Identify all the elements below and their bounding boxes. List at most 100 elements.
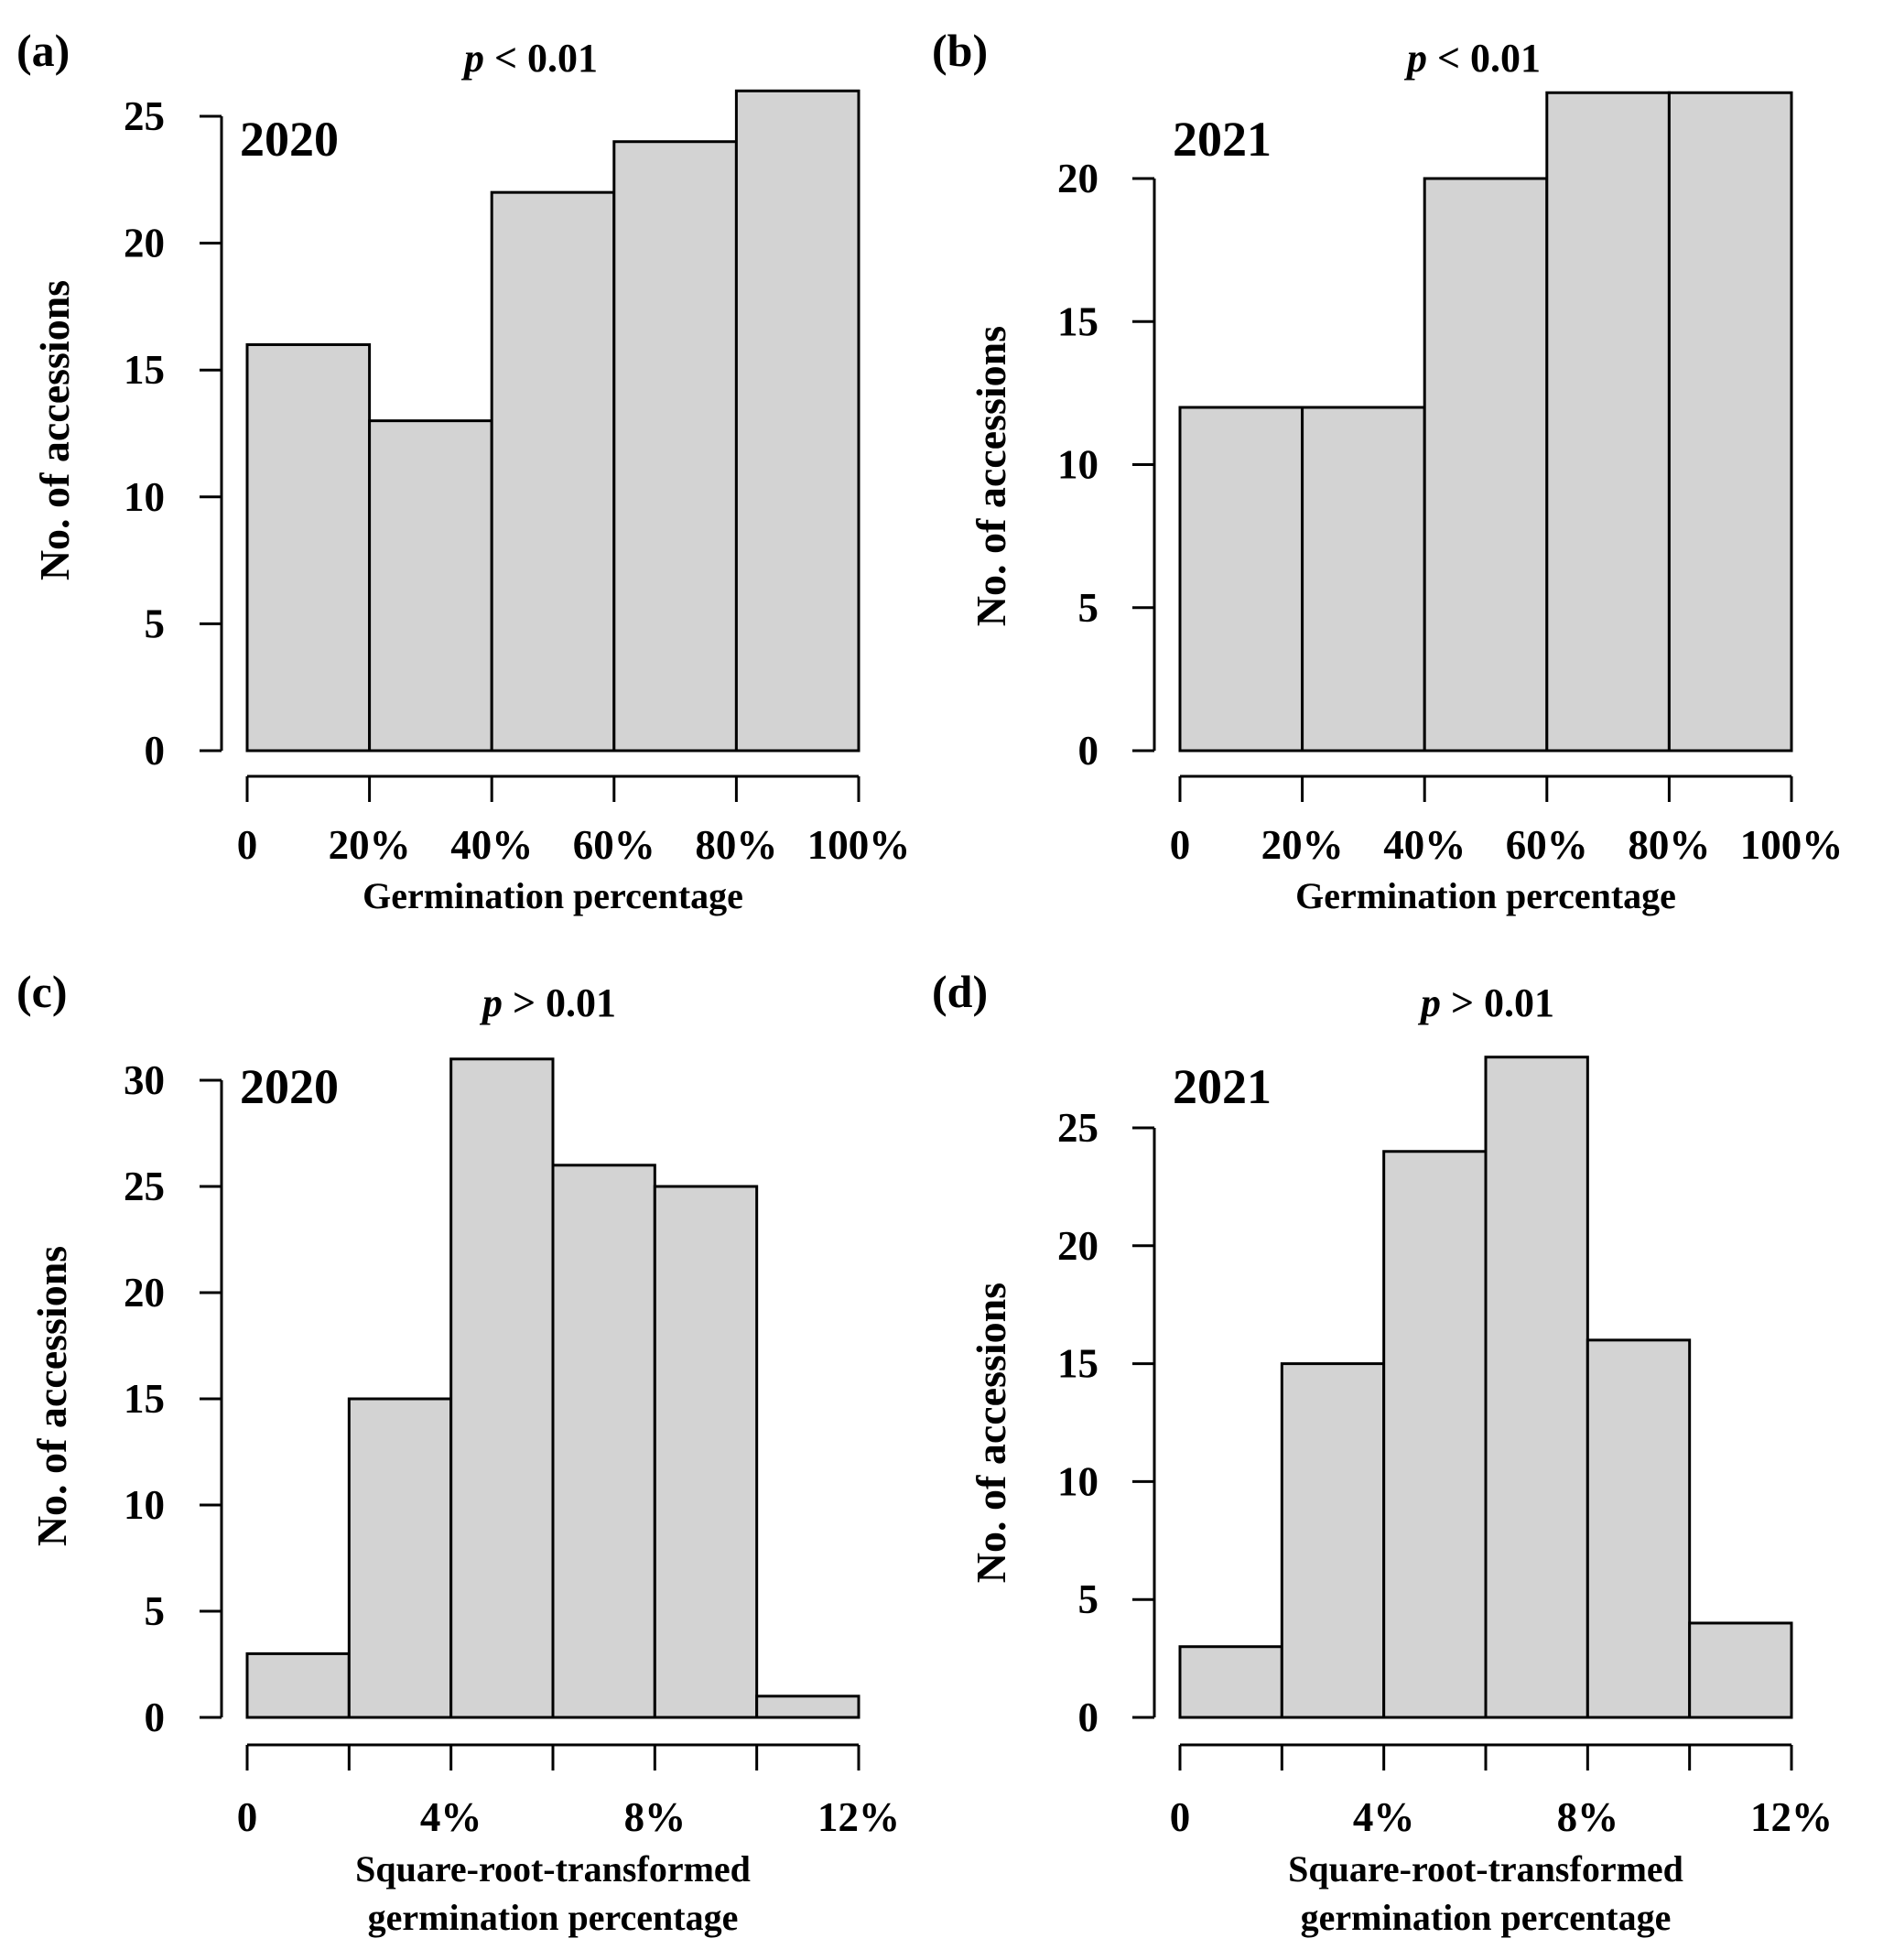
x-tick-label: 80% <box>1628 822 1710 868</box>
x-tick-label: 0 <box>237 1794 258 1840</box>
y-tick-label: 5 <box>145 1588 166 1634</box>
y-tick-label: 10 <box>124 474 165 520</box>
p-threshold: < 0.01 <box>1427 36 1541 81</box>
y-tick-label: 30 <box>124 1057 165 1103</box>
histogram-bar <box>653 1185 759 1719</box>
p-threshold: > 0.01 <box>1441 980 1554 1025</box>
p-symbol: p <box>460 36 484 81</box>
histogram-panel-b: 0 5 10 15 20 0 20% 40% 60% 80% 100% Germination per… <box>932 25 1843 916</box>
y-tick-label: 15 <box>124 1376 165 1422</box>
panel-label: (a) <box>16 25 70 76</box>
y-tick-label: 20 <box>1057 1223 1099 1269</box>
year-label: 2021 <box>1173 1059 1272 1114</box>
p-threshold: > 0.01 <box>503 980 616 1025</box>
y-tick-label: 0 <box>1078 728 1099 774</box>
histogram-bar <box>245 342 372 753</box>
x-tick-label: 20% <box>1261 822 1344 868</box>
histogram-panel-d: 0 5 10 15 20 25 0 4% 8% 12% Square-root-transforme… <box>932 966 1833 1938</box>
y-tick-label: 25 <box>124 1164 165 1209</box>
x-tick-label: 100% <box>807 822 911 868</box>
panel-label: (c) <box>16 966 68 1017</box>
p-symbol: p <box>479 980 503 1025</box>
x-tick-label: 4% <box>420 1794 482 1840</box>
p-value-annotation: p < 0.01 <box>1403 36 1541 81</box>
x-tick-label: 0 <box>1170 822 1191 868</box>
histogram-bar <box>1178 1645 1283 1719</box>
histogram-bar <box>449 1057 555 1719</box>
x-tick-label: 0 <box>237 822 258 868</box>
year-label: 2021 <box>1173 112 1272 167</box>
x-axis-title: Germination percentage <box>1295 875 1676 916</box>
x-tick-label: 8% <box>624 1794 687 1840</box>
x-tick-label: 40% <box>450 822 533 868</box>
y-tick-label: 5 <box>1078 1576 1099 1622</box>
histogram-panel-c: 0 5 10 15 20 25 30 0 4% 8% 12% Square-root-transfor… <box>16 966 900 1938</box>
y-axis-title: No. of accessions <box>968 326 1014 626</box>
histogram-bar <box>551 1164 656 1719</box>
y-tick-label: 15 <box>1057 298 1099 344</box>
y-tick-label: 0 <box>145 1695 166 1740</box>
year-label: 2020 <box>240 1059 339 1114</box>
histogram-bar <box>1586 1338 1692 1719</box>
histogram-bar <box>1382 1150 1488 1719</box>
y-axis-title: No. of accessions <box>968 1283 1014 1583</box>
histogram-bar <box>1178 406 1304 753</box>
histogram-bar <box>755 1695 860 1719</box>
histogram-bar <box>612 140 738 753</box>
y-axis-title: No. of accessions <box>31 280 78 580</box>
y-tick-label: 10 <box>124 1482 165 1528</box>
panel-label: (b) <box>932 25 988 76</box>
y-tick-label: 15 <box>1057 1341 1099 1387</box>
p-value-annotation: p > 0.01 <box>1417 980 1554 1025</box>
y-tick-label: 5 <box>145 601 166 646</box>
y-tick-label: 5 <box>1078 585 1099 631</box>
x-tick-label: 4% <box>1353 1794 1415 1840</box>
x-tick-label: 60% <box>573 822 655 868</box>
panel-label: (d) <box>932 966 988 1017</box>
p-symbol: p <box>1417 980 1441 1025</box>
x-tick-label: 12% <box>817 1794 900 1840</box>
histogram-bar <box>347 1397 453 1719</box>
y-tick-label: 0 <box>145 728 166 774</box>
y-tick-label: 20 <box>124 1270 165 1316</box>
p-threshold: < 0.01 <box>484 36 598 81</box>
histogram-bar <box>1545 91 1671 753</box>
y-tick-label: 15 <box>124 347 165 393</box>
x-axis-title: germination percentage <box>368 1897 739 1938</box>
histogram-panel-a: 0 5 10 15 20 25 0 20% 40% 60% 80% 100% Germination p… <box>16 25 910 916</box>
p-symbol: p <box>1403 36 1427 81</box>
y-tick-label: 20 <box>1057 156 1099 201</box>
x-tick-label: 100% <box>1740 822 1844 868</box>
y-tick-label: 10 <box>1057 442 1099 488</box>
x-tick-label: 60% <box>1506 822 1588 868</box>
p-value-annotation: p < 0.01 <box>460 36 598 81</box>
y-axis-title: No. of accessions <box>28 1246 75 1546</box>
y-tick-label: 10 <box>1057 1458 1099 1504</box>
y-tick-label: 25 <box>1057 1105 1099 1151</box>
histogram-bar <box>368 419 493 753</box>
x-tick-label: 12% <box>1750 1794 1833 1840</box>
x-tick-label: 0 <box>1170 1794 1191 1840</box>
histogram-bar <box>1301 406 1426 753</box>
histogram-bar <box>734 89 860 753</box>
x-tick-label: 40% <box>1383 822 1466 868</box>
histogram-bar <box>1667 91 1793 753</box>
y-tick-label: 25 <box>124 93 165 139</box>
year-label: 2020 <box>240 112 339 167</box>
p-value-annotation: p > 0.01 <box>479 980 616 1025</box>
histogram-bar <box>1484 1056 1589 1719</box>
x-axis-title: germination percentage <box>1301 1897 1672 1938</box>
x-tick-label: 20% <box>329 822 411 868</box>
histogram-bar <box>1688 1621 1793 1719</box>
x-tick-label: 80% <box>695 822 777 868</box>
x-axis-title: Square-root-transformed <box>355 1848 751 1890</box>
histogram-bar <box>1280 1362 1386 1719</box>
y-tick-label: 20 <box>124 221 165 266</box>
histogram-bar <box>490 190 616 753</box>
x-tick-label: 8% <box>1557 1794 1619 1840</box>
y-tick-label: 0 <box>1078 1695 1099 1740</box>
x-axis-title: Square-root-transformed <box>1288 1848 1683 1890</box>
histogram-bar <box>245 1651 351 1719</box>
histogram-bar <box>1423 177 1549 753</box>
